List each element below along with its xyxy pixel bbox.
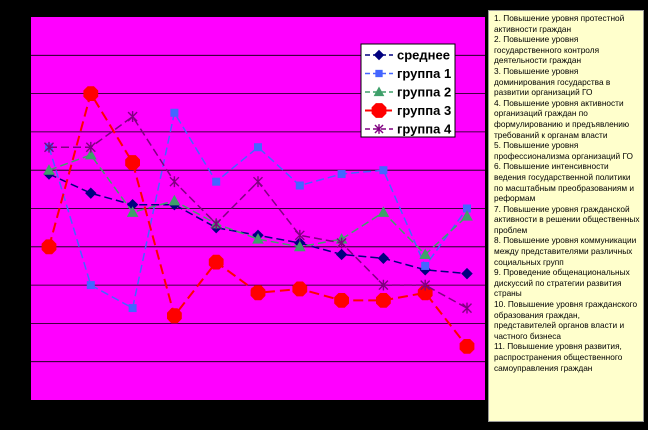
data-point [168, 194, 181, 206]
series-line [48, 110, 468, 310]
legend-marker [375, 69, 383, 78]
data-point [84, 148, 97, 160]
note-item: 10. Повышение уровня гражданского образо… [494, 299, 638, 341]
legend-box [360, 43, 456, 138]
legend-marker [373, 49, 385, 61]
legend-label: группа 3 [397, 103, 451, 118]
legend-marker [373, 86, 385, 97]
notes-panel: 1. Повышение уровня протестной активност… [488, 10, 644, 422]
data-point [336, 237, 347, 249]
legend-item: среднее [365, 48, 450, 63]
data-point [85, 141, 96, 153]
data-point [461, 210, 473, 221]
data-point [86, 281, 95, 290]
legend-label: среднее [397, 48, 450, 63]
data-point [253, 176, 263, 188]
legend-label: группа 1 [397, 66, 451, 81]
data-point [376, 293, 391, 308]
data-point [167, 308, 182, 324]
data-point [83, 86, 99, 101]
data-point [334, 293, 349, 308]
data-point [41, 239, 57, 255]
data-point [85, 187, 97, 199]
note-item: 1. Повышение уровня протестной активност… [494, 13, 625, 34]
data-point [293, 240, 306, 252]
legend-item: группа 3 [365, 103, 451, 118]
legend-marker [371, 103, 387, 118]
note-item: 5. Повышение уровня профессионализма орг… [494, 140, 633, 161]
series-2 [45, 108, 471, 313]
data-point [421, 261, 430, 270]
data-point [211, 218, 222, 230]
data-point [379, 166, 388, 175]
data-point [44, 141, 54, 153]
series-3 [43, 148, 473, 259]
data-point [377, 206, 390, 217]
data-point [378, 279, 389, 291]
data-point [337, 170, 346, 179]
legend-item: группа 4 [365, 122, 452, 137]
data-point [459, 339, 475, 354]
legend-marker [374, 124, 384, 134]
data-point [294, 229, 305, 241]
note-item: 7. Повышение уровня гражданской активнос… [494, 203, 640, 235]
data-point [127, 111, 138, 122]
data-point [43, 164, 55, 175]
series-5 [44, 111, 472, 314]
note-item: 2. Повышение уровня государственного кон… [494, 34, 600, 66]
legend-label: группа 4 [397, 122, 452, 137]
note-item: 3. Повышение уровня доминирования госуда… [494, 65, 611, 98]
data-point [335, 248, 348, 261]
data-point [125, 155, 140, 170]
legend: среднее группа 1 группа 2 группа 3 группа 4 [360, 43, 456, 138]
legend-label: группа 2 [397, 85, 451, 100]
data-point [295, 181, 304, 190]
data-point [212, 177, 221, 186]
legend-item: группа 1 [365, 66, 451, 81]
note-item: 4. Повышение уровня активности организац… [494, 97, 630, 140]
data-point [292, 281, 308, 297]
series-layer [41, 86, 475, 354]
data-point [250, 285, 266, 301]
note-item: 6. Повышение интенсивности ведения госуд… [494, 161, 634, 204]
data-point [128, 304, 137, 313]
data-point [254, 143, 262, 152]
data-point [252, 233, 264, 244]
note-item: 11. Повышение уровня развития, распростр… [494, 341, 623, 373]
data-point [377, 252, 390, 264]
data-point [169, 176, 180, 188]
data-point [461, 267, 473, 280]
note-item: 8. Повышение уровня коммуникации между п… [494, 235, 637, 267]
note-item: 9. Проведение общенациональных дискуссий… [494, 267, 630, 299]
data-point [419, 248, 432, 259]
data-point [208, 254, 224, 270]
data-point [126, 206, 139, 217]
data-point [420, 279, 431, 291]
data-point [462, 302, 472, 314]
data-point [170, 108, 179, 117]
series-line [48, 154, 468, 256]
series-4 [41, 86, 475, 354]
legend-item: группа 2 [365, 85, 451, 100]
